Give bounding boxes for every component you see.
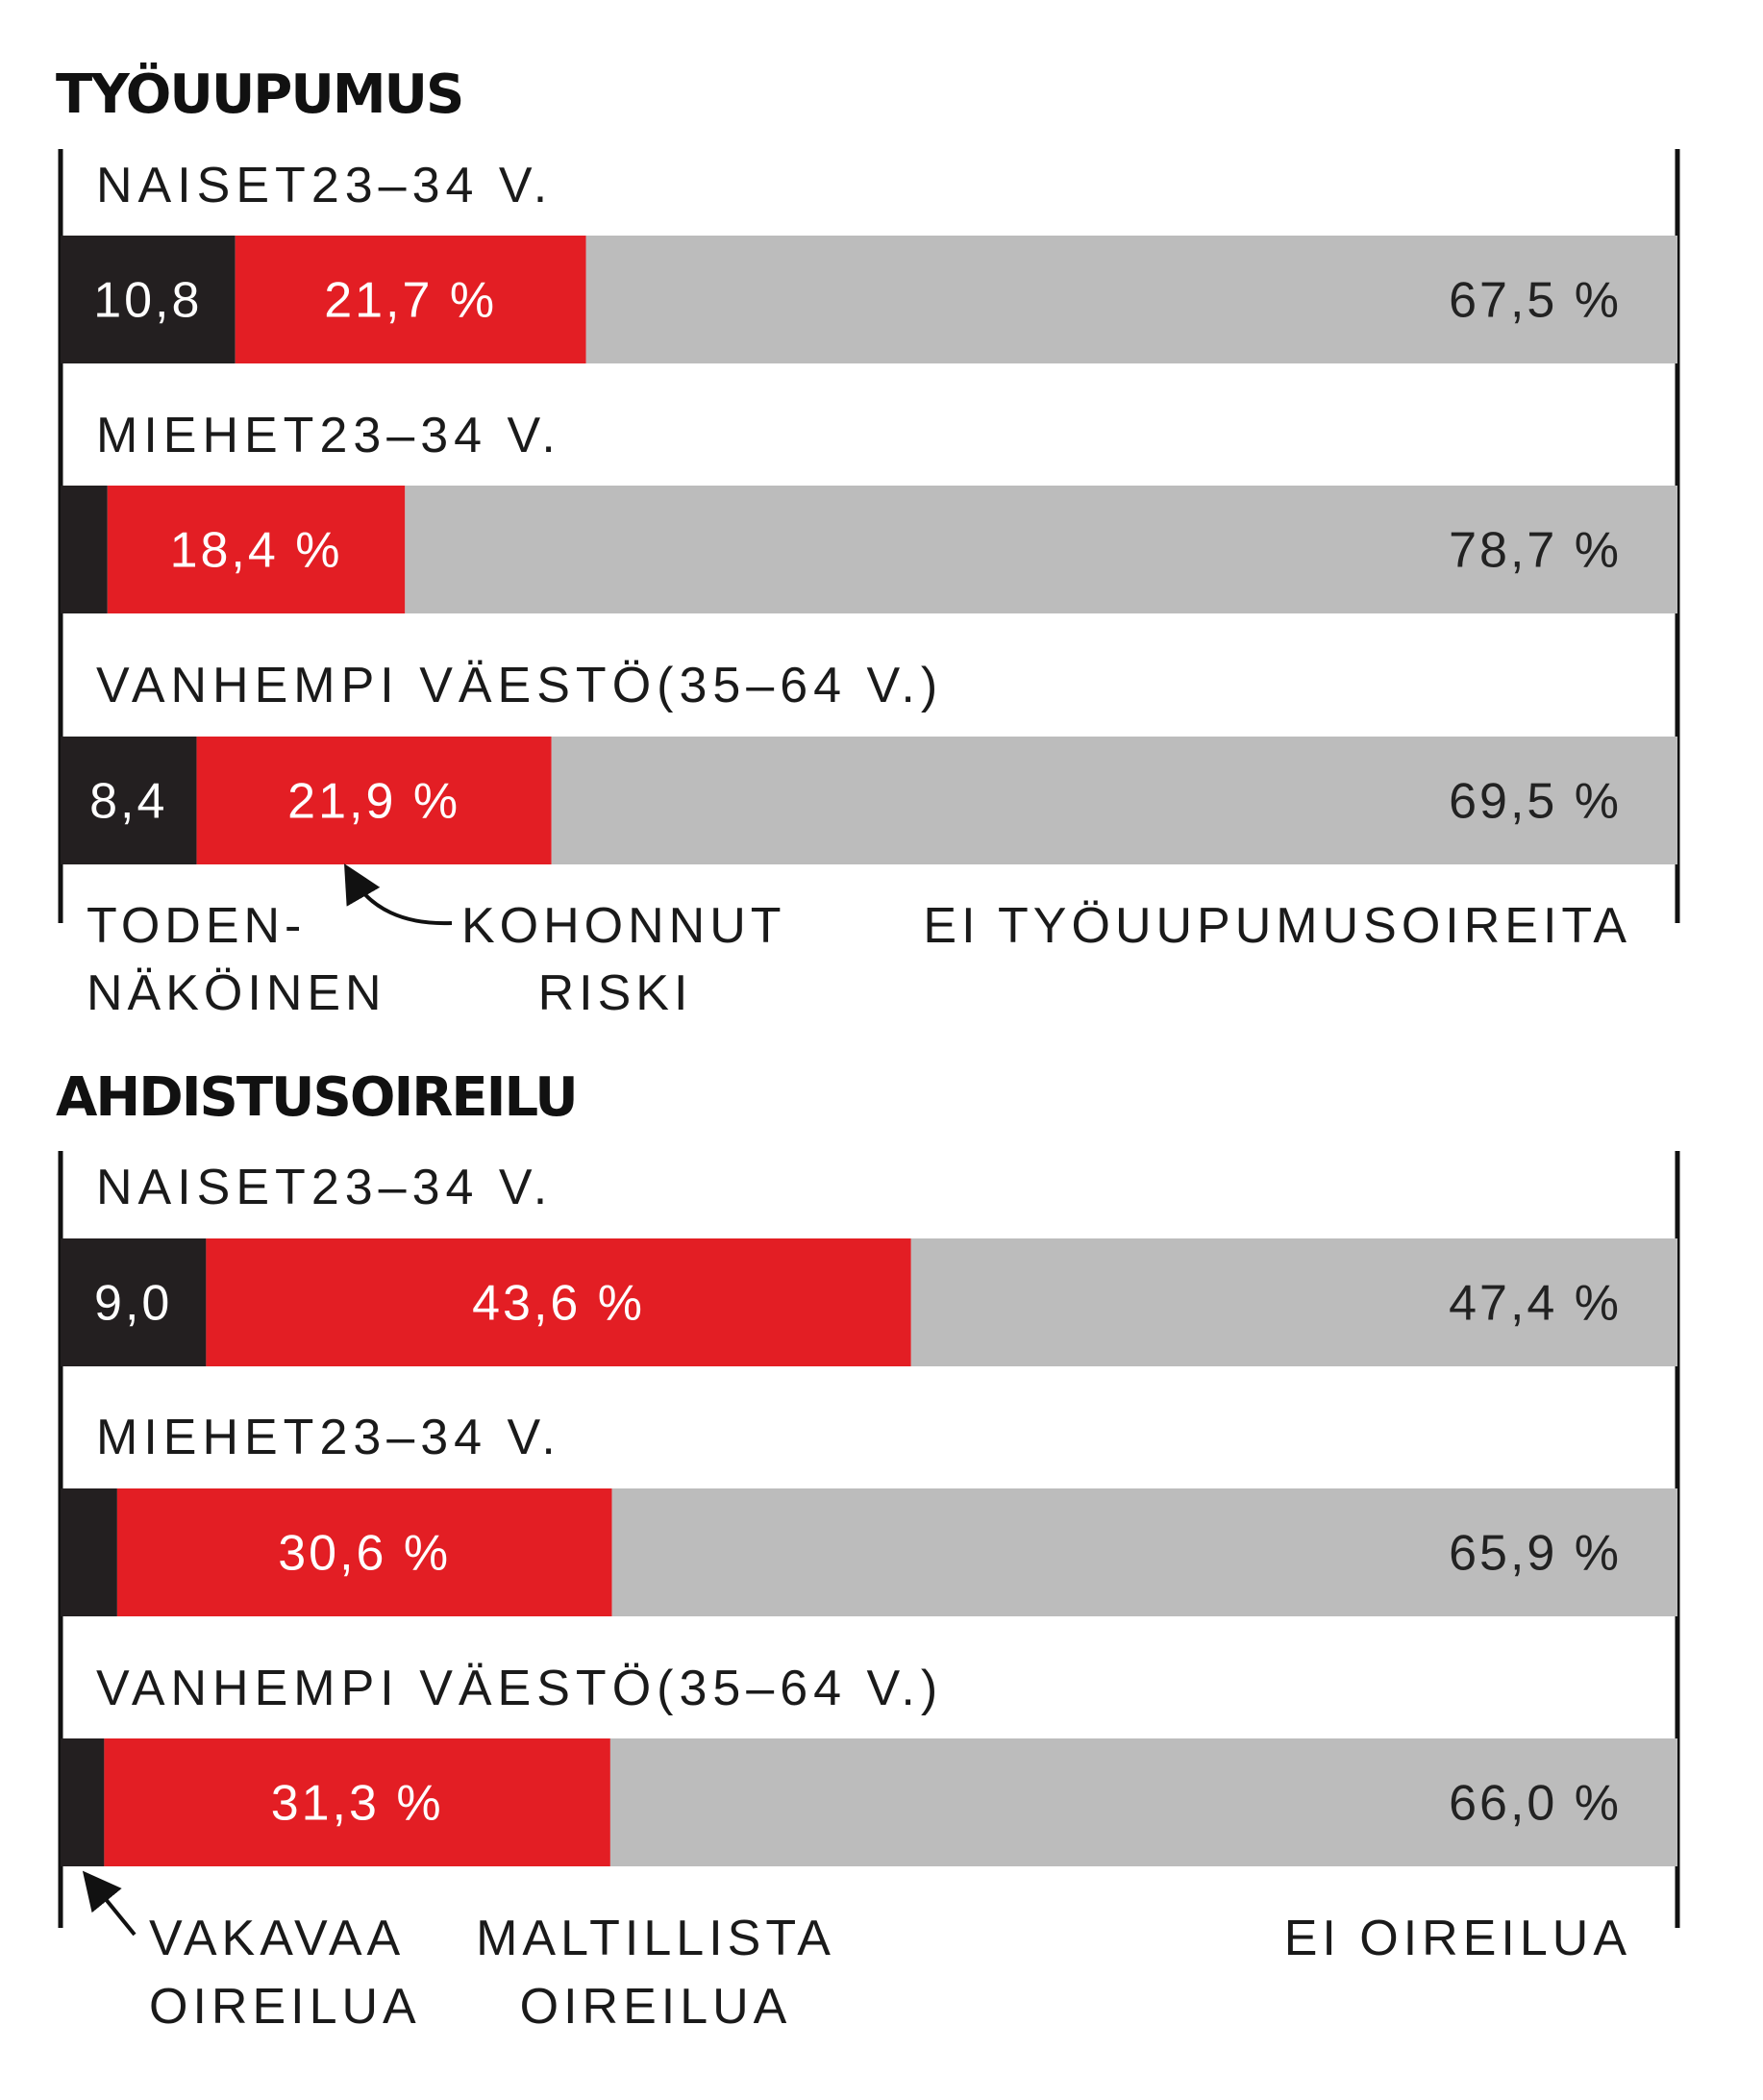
- category-label: VANHEMPI VÄESTÖ(35–64 V.): [96, 658, 943, 713]
- bar-segment: [116, 1488, 612, 1616]
- bar-segment: [196, 737, 552, 864]
- bar-segment: [61, 1738, 105, 1866]
- category-label: NAISET23–34 V.: [96, 1160, 553, 1215]
- legend-label: OIREILUA: [149, 1979, 421, 2035]
- bar-segment: [206, 1238, 911, 1366]
- legend-label: RISKI: [538, 965, 693, 1021]
- data-label: 65,9 %: [1449, 1526, 1622, 1582]
- legend-label: KOHONNUT: [461, 898, 786, 954]
- bar-segment: [609, 1738, 1677, 1866]
- chart-title: TYÖUUPUMUS: [56, 63, 462, 126]
- data-label: 47,4 %: [1449, 1276, 1622, 1332]
- bar-segment: [61, 737, 197, 864]
- curved-arrow-icon: [344, 863, 453, 926]
- legend-label: TODEN-: [87, 898, 306, 954]
- category-label: NAISET23–34 V.: [96, 158, 553, 213]
- bar-segment: [405, 486, 1677, 613]
- legend-label: EI OIREILUA: [1284, 1911, 1631, 1966]
- bar-segment: [551, 737, 1678, 864]
- chart-title: AHDISTUSOIREILU: [56, 1066, 577, 1129]
- data-label: 8,4: [89, 774, 167, 830]
- legend-label: MALTILLISTA: [476, 1911, 835, 1966]
- chart-1: TYÖUUPUMUS NAISET23–34 V. 10,8 21,7 % 67,5 %…: [56, 63, 1680, 1021]
- data-label: 9,0: [94, 1276, 172, 1332]
- legend-label: NÄKÖINEN: [87, 965, 386, 1021]
- bar-segment: [910, 1238, 1677, 1366]
- data-label: 31,3 %: [271, 1776, 444, 1832]
- chart-2: AHDISTUSOIREILU NAISET23–34 V. 9,0 43,6 % 47…: [56, 1066, 1680, 2035]
- legend-label: OIREILUA: [520, 1979, 792, 2035]
- legend-label: VAKAVAA: [149, 1911, 405, 1966]
- bar-segment: [61, 1238, 207, 1366]
- category-label: MIEHET23–34 V.: [96, 408, 561, 463]
- data-label: 67,5 %: [1449, 273, 1622, 329]
- data-label: 43,6 %: [472, 1276, 645, 1332]
- bar-segment: [61, 236, 236, 363]
- bar-segment: [107, 486, 406, 613]
- bar-segment: [61, 1488, 117, 1616]
- category-label: VANHEMPI VÄESTÖ(35–64 V.): [96, 1661, 943, 1716]
- bar-segment: [104, 1738, 610, 1866]
- legend-label: EI TYÖUUPUMUSOIREITA: [923, 898, 1631, 954]
- category-label: MIEHET23–34 V.: [96, 1410, 561, 1465]
- bar-segment: [235, 236, 586, 363]
- data-label: 21,9 %: [287, 774, 460, 830]
- data-label: 66,0 %: [1449, 1776, 1622, 1832]
- data-label: 18,4 %: [170, 523, 343, 579]
- straight-arrow-icon: [82, 1870, 137, 1937]
- data-label: 21,7 %: [324, 273, 497, 329]
- bar-segment: [585, 236, 1677, 363]
- bar-segment: [61, 486, 108, 613]
- data-label: 10,8: [93, 273, 202, 329]
- data-label: 30,6 %: [278, 1526, 451, 1582]
- bar-segment: [611, 1488, 1677, 1616]
- data-label: 69,5 %: [1449, 774, 1622, 830]
- data-label: 78,7 %: [1449, 523, 1622, 579]
